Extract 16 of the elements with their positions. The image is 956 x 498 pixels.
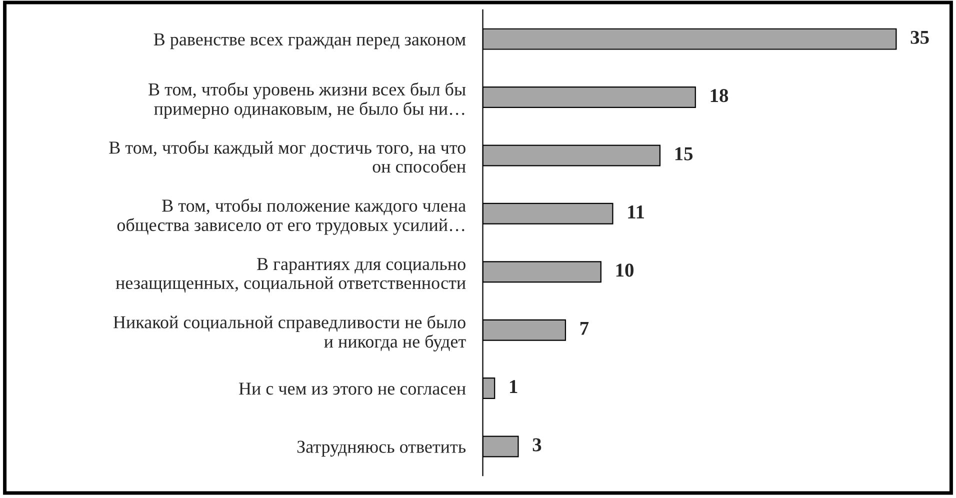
y-tick-label: Ни с чем из этого не согласен bbox=[238, 382, 466, 395]
data-label: 10 bbox=[616, 264, 634, 277]
y-tick-label: В равенстве всех граждан перед законом bbox=[154, 34, 466, 50]
data-label: 18 bbox=[710, 89, 728, 102]
data-label: 3 bbox=[532, 438, 542, 452]
y-tick-label: Никакой социальной справедливости не было и никогда не будет bbox=[113, 315, 466, 352]
y-tick-label: В том, чтобы каждый мог достичь того, на что он способен bbox=[109, 140, 466, 173]
data-label: 1 bbox=[510, 380, 518, 393]
y-tick-label: В том, чтобы уровень жизни всех был бы примерно одинаковым, не было бы ни… bbox=[148, 82, 466, 119]
data-label: 35 bbox=[910, 30, 929, 44]
data-label: 11 bbox=[628, 206, 644, 218]
y-tick-label: Затрудняюсь ответить bbox=[297, 440, 466, 457]
y-tick-label: В гарантиях для социально незащищенных, социальной ответственности bbox=[116, 258, 466, 293]
data-label: 7 bbox=[580, 322, 589, 335]
data-label: 15 bbox=[675, 147, 693, 160]
y-tick-label: В том, чтобы положение каждого члена общества зависело от его трудовых усилий… bbox=[117, 198, 466, 235]
